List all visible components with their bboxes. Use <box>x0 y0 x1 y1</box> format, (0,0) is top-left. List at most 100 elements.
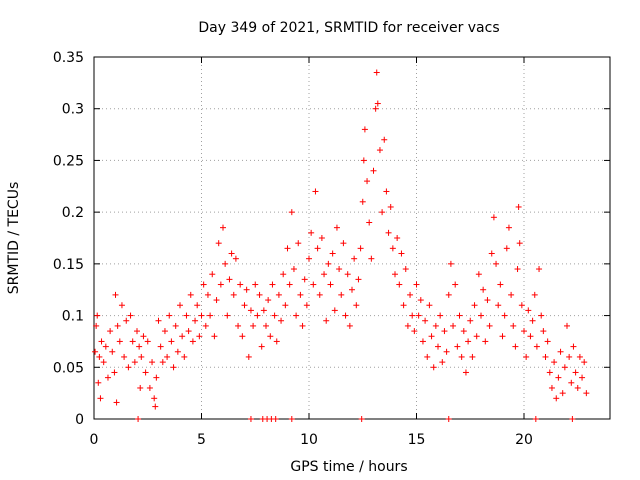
data-point <box>153 374 160 381</box>
data-point <box>263 322 269 329</box>
data-point <box>458 353 465 360</box>
data-point <box>94 312 101 319</box>
data-point <box>140 333 147 340</box>
data-point <box>570 343 577 350</box>
data-point <box>432 322 439 329</box>
data-point <box>164 353 171 360</box>
data-point <box>430 364 437 371</box>
data-point <box>202 322 209 329</box>
data-point <box>239 333 246 340</box>
data-point <box>172 322 179 329</box>
data-point <box>198 312 205 319</box>
data-point <box>372 105 379 112</box>
data-point <box>486 322 493 329</box>
data-point <box>349 286 355 293</box>
plot-frame <box>93 56 611 420</box>
data-point <box>569 416 576 422</box>
data-point <box>220 224 226 231</box>
data-point <box>284 245 291 252</box>
data-point <box>417 297 424 304</box>
data-point <box>355 276 362 283</box>
data-point <box>98 338 105 345</box>
data-point <box>95 379 102 386</box>
data-point <box>102 343 109 350</box>
data-point <box>564 322 570 329</box>
data-point <box>415 312 422 319</box>
data-point <box>402 266 409 273</box>
data-point <box>135 416 142 422</box>
data-point <box>385 229 392 236</box>
data-point <box>381 136 388 143</box>
data-point <box>447 260 454 267</box>
data-point <box>308 229 315 236</box>
data-point <box>114 322 121 329</box>
data-point <box>200 281 207 288</box>
data-point <box>435 343 441 350</box>
data-point <box>361 126 368 133</box>
data-point <box>125 364 132 371</box>
data-point <box>187 291 194 298</box>
data-point <box>454 343 461 350</box>
data-point <box>278 317 285 324</box>
data-point <box>373 69 380 76</box>
data-point <box>290 266 297 273</box>
data-point <box>170 364 177 371</box>
data-point <box>280 271 287 278</box>
data-point <box>553 395 560 402</box>
data-point <box>515 203 522 210</box>
data-point <box>413 281 420 288</box>
data-point <box>364 178 371 185</box>
data-point <box>525 307 532 314</box>
data-point <box>379 209 386 216</box>
data-point <box>424 353 431 360</box>
data-point <box>450 322 457 329</box>
data-point <box>497 281 504 288</box>
data-point <box>359 198 366 205</box>
chart-title: Day 349 of 2021, SRMTID for receiver vac… <box>198 20 499 36</box>
data-point <box>185 328 192 335</box>
data-point <box>161 328 168 335</box>
data-point <box>383 188 390 195</box>
data-point <box>113 399 120 406</box>
data-point <box>351 255 358 262</box>
data-point <box>297 291 304 298</box>
y-axis-label: SRMTID / TECUs <box>6 182 22 295</box>
data-point <box>426 302 433 309</box>
data-point <box>254 312 261 319</box>
data-point <box>228 250 235 257</box>
data-point <box>523 353 530 360</box>
data-point <box>230 291 237 298</box>
data-point <box>207 312 214 319</box>
data-point <box>327 281 334 288</box>
data-point <box>572 369 579 376</box>
data-point <box>310 281 317 288</box>
x-tick-label: 15 <box>408 432 426 448</box>
data-point <box>123 317 130 324</box>
data-point <box>142 369 149 376</box>
data-point <box>456 312 463 319</box>
data-point <box>282 302 289 309</box>
data-point <box>286 281 293 288</box>
data-point <box>112 291 119 298</box>
data-point <box>439 359 446 366</box>
data-point <box>536 266 543 273</box>
data-point <box>247 416 254 422</box>
data-point <box>443 348 450 355</box>
data-point <box>211 333 218 340</box>
data-point <box>559 390 566 397</box>
data-point <box>478 312 484 319</box>
data-point <box>245 353 252 360</box>
data-point <box>127 312 134 319</box>
data-point <box>360 157 367 164</box>
data-point <box>301 276 308 283</box>
data-point <box>370 167 377 174</box>
data-point <box>166 312 173 319</box>
data-point <box>555 374 562 381</box>
data-point <box>462 369 469 376</box>
data-point <box>531 291 538 298</box>
data-point <box>501 312 508 319</box>
data-point <box>121 353 128 360</box>
data-point <box>437 312 444 319</box>
data-point <box>209 271 216 278</box>
data-point <box>157 343 164 350</box>
